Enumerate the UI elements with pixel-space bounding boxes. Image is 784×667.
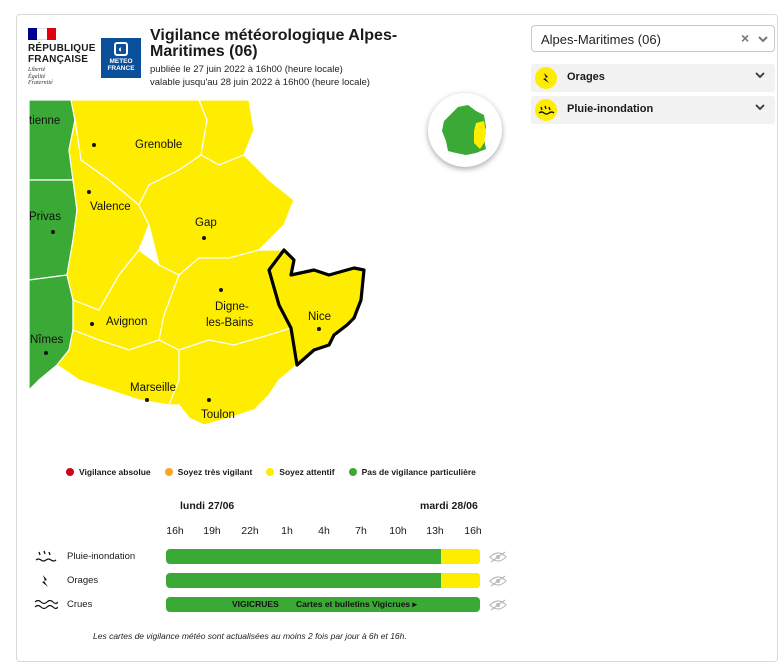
- france-overview-map[interactable]: [428, 93, 502, 167]
- city-dot-nice: [317, 327, 321, 331]
- eye-hidden-icon[interactable]: [489, 599, 507, 611]
- legend-item-green: Pas de vigilance particulière: [348, 467, 476, 477]
- map-region-var[interactable]: [168, 327, 298, 426]
- city-label-nice: Nice: [308, 311, 331, 323]
- legend-dot-orange: [164, 468, 173, 476]
- city-dot-grenoble: [92, 143, 96, 147]
- accordion-pluie-label: Pluie-inondation: [567, 103, 654, 115]
- vigicrues-logo: VIGICRUES: [232, 599, 279, 609]
- legend-label-red: Vigilance absolue: [79, 467, 151, 477]
- rf-motto1: Liberté: [28, 67, 46, 73]
- map-region-savoie[interactable]: [198, 100, 255, 166]
- hour-label: 7h: [355, 525, 367, 537]
- meteo-france-mark-icon: ◐: [114, 42, 128, 56]
- hour-label: 22h: [241, 525, 259, 537]
- mf-line1: METEO: [109, 58, 133, 65]
- city-label-valence: Valence: [90, 201, 131, 213]
- eye-hidden-icon[interactable]: [489, 575, 507, 587]
- chevron-down-icon: [754, 101, 766, 116]
- vigilance-map: tienne Grenoble Valence Privas Gap Avign…: [29, 100, 366, 426]
- legend-label-orange: Soyez très vigilant: [177, 467, 253, 477]
- map-region-loire[interactable]: [29, 100, 76, 181]
- timeline-bar-pluie[interactable]: [166, 549, 480, 564]
- legend-label-yellow: Soyez attentif: [279, 467, 335, 477]
- mf-line2: FRANCE: [107, 65, 135, 72]
- lightning-icon: [535, 67, 557, 89]
- row-label-pluie: Pluie-inondation: [67, 551, 136, 562]
- waves-icon: [34, 598, 59, 612]
- rain-flood-icon: [34, 550, 58, 564]
- city-label-digne-1: Digne-: [215, 301, 249, 313]
- vigicrues-link[interactable]: Cartes et bulletins Vigicrues ▸: [296, 599, 417, 609]
- department-select[interactable]: Alpes-Maritimes (06) ×: [531, 25, 775, 52]
- legend-dot-green: [348, 468, 357, 476]
- eye-hidden-icon[interactable]: [489, 551, 507, 563]
- city-dot-digne: [219, 288, 223, 292]
- city-label-toulon: Toulon: [201, 409, 235, 421]
- city-label-saint-etienne: tienne: [29, 115, 60, 127]
- page-title: Vigilance météorologique Alpes-Maritimes…: [150, 27, 398, 60]
- city-label-nimes: Nîmes: [30, 334, 63, 346]
- rf-line1: RÉPUBLIQUE: [28, 43, 96, 54]
- french-flag-icon: [28, 28, 56, 40]
- city-label-privas: Privas: [29, 211, 61, 223]
- legend-dot-red: [66, 468, 74, 476]
- city-label-marseille: Marseille: [130, 382, 176, 394]
- map-region-hautes-alpes[interactable]: [138, 154, 295, 276]
- legend-item-yellow: Soyez attentif: [266, 467, 335, 477]
- meteo-france-logo: ◐ METEO FRANCE: [101, 38, 141, 78]
- city-dot-gap: [202, 236, 206, 240]
- rf-motto3: Fraternité: [28, 80, 53, 86]
- published-date: publiée le 27 juin 2022 à 16h00 (heure l…: [150, 64, 343, 75]
- vigilance-legend: Vigilance absolue Soyez très vigilant So…: [66, 467, 490, 477]
- hour-label: 16h: [464, 525, 482, 537]
- lightning-icon: [34, 574, 58, 588]
- timeline-day-1: lundi 27/06: [180, 500, 235, 512]
- hour-label: 1h: [281, 525, 293, 537]
- timeline-bar-yellow-segment: [441, 549, 480, 564]
- rf-motto2: Égalité: [28, 73, 46, 80]
- update-note: Les cartes de vigilance météo sont actua…: [93, 631, 407, 641]
- chevron-down-icon[interactable]: [757, 29, 769, 48]
- chevron-down-icon: [754, 69, 766, 84]
- valid-until-date: valable jusqu'au 28 juin 2022 à 16h00 (h…: [150, 77, 370, 88]
- timeline-bar-orages[interactable]: [166, 573, 480, 588]
- city-dot-privas: [51, 230, 55, 234]
- city-dot-avignon: [90, 322, 94, 326]
- city-dot-nimes: [44, 351, 48, 355]
- city-label-avignon: Avignon: [106, 316, 147, 328]
- department-select-value: Alpes-Maritimes (06): [541, 32, 661, 47]
- republique-francaise-logo: RÉPUBLIQUE FRANÇAISE Liberté Égalité Fra…: [28, 28, 96, 87]
- hour-label: 16h: [166, 525, 184, 537]
- city-dot-toulon: [207, 398, 211, 402]
- legend-dot-yellow: [266, 468, 275, 476]
- accordion-orages[interactable]: Orages: [531, 64, 775, 92]
- city-label-grenoble: Grenoble: [135, 139, 182, 151]
- accordion-pluie-inondation[interactable]: Pluie-inondation: [531, 96, 775, 124]
- map-region-gard[interactable]: [29, 274, 74, 391]
- rf-line2: FRANÇAISE: [28, 54, 89, 65]
- accordion-orages-label: Orages: [567, 71, 605, 83]
- hour-label: 13h: [426, 525, 444, 537]
- legend-label-green: Pas de vigilance particulière: [361, 467, 476, 477]
- timeline-bar-crues[interactable]: VIGICRUES Cartes et bulletins Vigicrues …: [166, 597, 480, 612]
- rain-flood-icon: [535, 99, 557, 121]
- city-label-gap: Gap: [195, 217, 217, 229]
- clear-selection-icon[interactable]: ×: [741, 30, 750, 46]
- city-dot-marseille: [145, 398, 149, 402]
- hour-label: 19h: [203, 525, 221, 537]
- france-map-icon: [442, 105, 486, 155]
- row-label-orages: Orages: [67, 575, 99, 586]
- publication-info: publiée le 27 juin 2022 à 16h00 (heure l…: [150, 63, 370, 89]
- map-region-alpes-maritimes[interactable]: [267, 248, 366, 367]
- timeline-day-2: mardi 28/06: [420, 500, 478, 512]
- timeline-bar-yellow-segment: [441, 573, 480, 588]
- city-dot-valence: [87, 190, 91, 194]
- hour-label: 10h: [389, 525, 407, 537]
- legend-item-orange: Soyez très vigilant: [164, 467, 253, 477]
- city-label-digne-2: les-Bains: [206, 317, 254, 329]
- hour-label: 4h: [318, 525, 330, 537]
- legend-item-red: Vigilance absolue: [66, 467, 151, 477]
- row-label-crues: Crues: [67, 599, 93, 610]
